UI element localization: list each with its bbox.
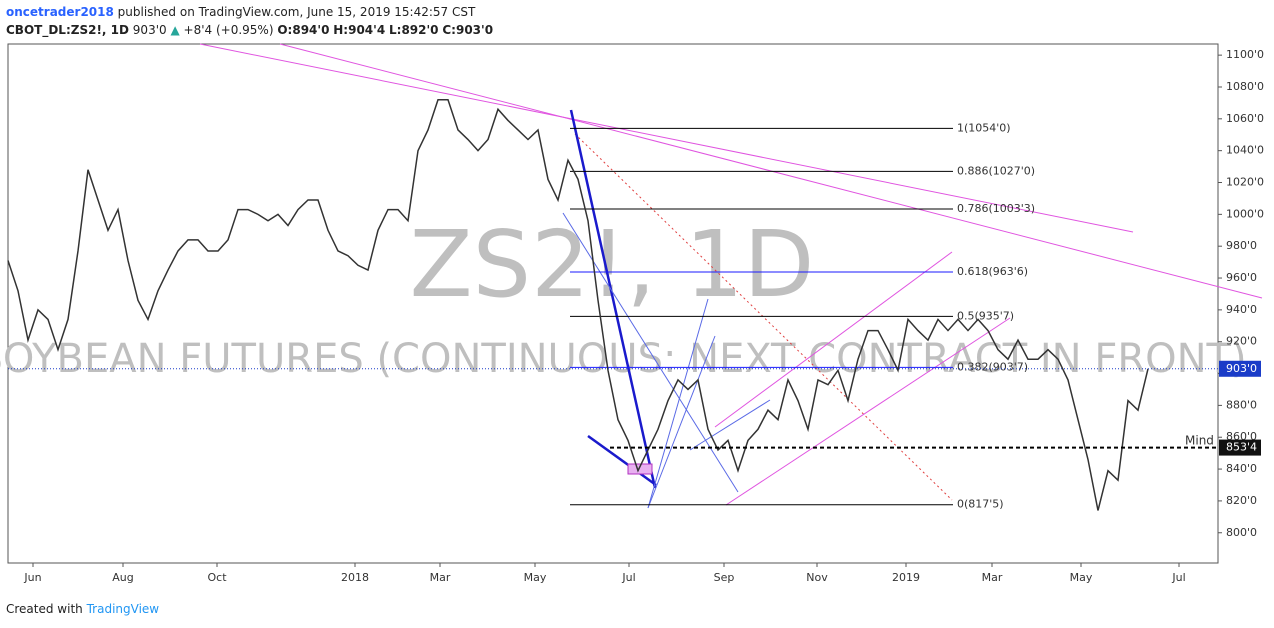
fib-label: 0.382(903'7) xyxy=(957,360,1028,373)
user-name[interactable]: oncetrader2018 xyxy=(6,5,114,19)
watermark: ZS2!, 1D xyxy=(410,211,815,318)
fan-line xyxy=(689,399,771,451)
mind-label: Mind xyxy=(1185,434,1214,448)
channel-line xyxy=(725,317,1011,506)
header: oncetrader2018 published on TradingView.… xyxy=(6,3,493,39)
x-tick-label: Mar xyxy=(982,571,1003,584)
x-tick-label: 2018 xyxy=(341,571,369,584)
highlight-box xyxy=(627,463,653,475)
mind-tag-label: 853'4 xyxy=(1226,441,1257,454)
last-price-label: 903'0 xyxy=(1226,362,1257,375)
low: L:892'0 xyxy=(389,23,439,37)
chart: ZS2!, 1D SOYBEAN FUTURES (CONTINUOUS: NE… xyxy=(0,43,1264,584)
fan-line xyxy=(647,335,716,509)
y-tick-label: 880'0 xyxy=(1226,398,1257,411)
fib-label: 1(1054'0) xyxy=(957,121,1011,134)
last-price-tag xyxy=(1219,360,1261,377)
x-tick-label: Mar xyxy=(430,571,451,584)
x-tick-label: Nov xyxy=(806,571,828,584)
drawn-line xyxy=(587,434,657,487)
y-tick-label: 920'0 xyxy=(1226,335,1257,348)
fib-label: 0.786(1003'3) xyxy=(957,202,1035,215)
fib-label: 0(817'5) xyxy=(957,498,1004,511)
fib-label: 0.886(1027'0) xyxy=(957,164,1035,177)
drawn-line xyxy=(569,109,657,489)
change: +8'4 (+0.95%) xyxy=(183,23,274,37)
x-tick-label: May xyxy=(1070,571,1093,584)
channel-line xyxy=(714,251,953,428)
x-tick-label: Jul xyxy=(1171,571,1185,584)
y-tick-label: 960'0 xyxy=(1226,271,1257,284)
y-tick-label: 820'0 xyxy=(1226,494,1257,507)
x-tick-label: 2019 xyxy=(892,571,920,584)
brand[interactable]: TradingView xyxy=(86,602,160,616)
y-tick-label: 840'0 xyxy=(1226,462,1257,475)
x-tick-label: Jun xyxy=(23,571,41,584)
created-text: Created with xyxy=(6,602,83,616)
trend-line xyxy=(199,43,1134,233)
close: C:903'0 xyxy=(442,23,494,37)
y-tick-label: 980'0 xyxy=(1226,239,1257,252)
y-tick-label: 1040'0 xyxy=(1226,144,1264,157)
symbol: CBOT_DL:ZS2!, 1D xyxy=(6,23,129,37)
mind-tag xyxy=(1219,439,1261,456)
fib-label: 0.618(963'6) xyxy=(957,265,1028,278)
footer: Created with TradingView xyxy=(6,602,159,616)
y-tick-label: 1100'0 xyxy=(1226,48,1264,61)
last-price: 903'0 xyxy=(132,23,167,37)
x-tick-label: Sep xyxy=(714,571,735,584)
y-tick-label: 1020'0 xyxy=(1226,176,1264,189)
open: O:894'0 xyxy=(277,23,330,37)
price-line xyxy=(7,98,1149,511)
fan-line xyxy=(647,298,709,509)
x-tick-label: May xyxy=(524,571,547,584)
y-tick-label: 1080'0 xyxy=(1226,80,1264,93)
y-tick-label: 1060'0 xyxy=(1226,112,1264,125)
y-tick-label: 940'0 xyxy=(1226,303,1257,316)
x-tick-label: Oct xyxy=(207,571,227,584)
fib-label: 0.5(935'7) xyxy=(957,309,1014,322)
up-arrow: ▲ xyxy=(170,23,180,37)
y-tick-label: 1000'0 xyxy=(1226,207,1264,220)
y-tick-label: 800'0 xyxy=(1226,526,1257,539)
published-text: published on TradingView.com, June 15, 2… xyxy=(117,5,476,19)
x-tick-label: Jul xyxy=(621,571,635,584)
x-tick-label: Aug xyxy=(112,571,133,584)
high: H:904'4 xyxy=(333,23,386,37)
